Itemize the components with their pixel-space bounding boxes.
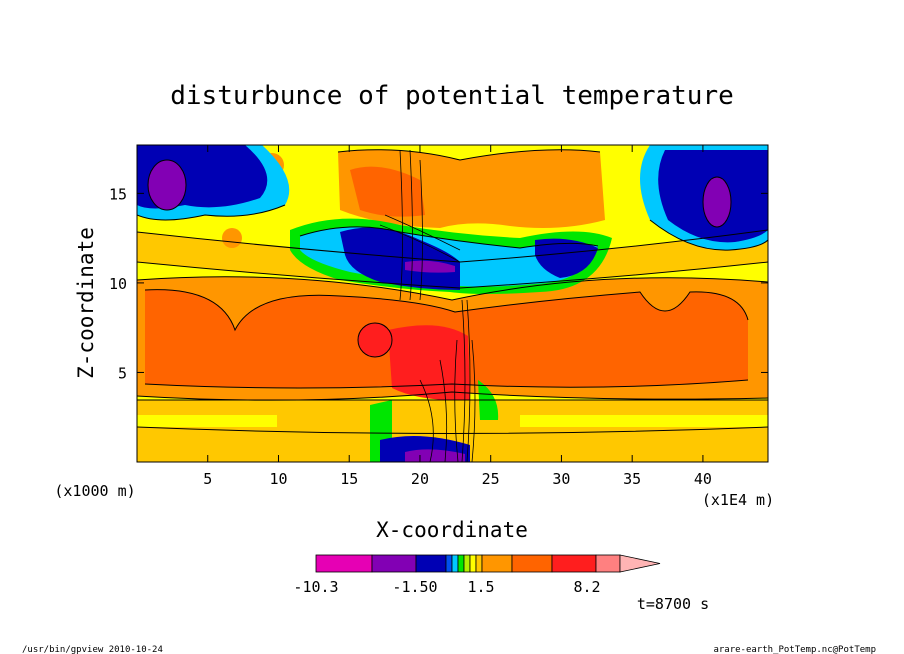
field-cold-right-core xyxy=(703,177,731,227)
colorbar-segment xyxy=(595,554,621,573)
field-hot-spot xyxy=(388,325,470,401)
colorbar-segment xyxy=(551,554,597,573)
x-tick-label: 5 xyxy=(203,470,212,488)
field-small-warm xyxy=(222,228,242,248)
chart-title: disturbunce of potential temperature xyxy=(170,81,734,111)
field-upper-warm-inner xyxy=(350,166,425,217)
colorbar-segment xyxy=(415,554,447,573)
x-tick-label: 25 xyxy=(482,470,500,488)
x-tick-label: 15 xyxy=(340,470,358,488)
colorbar-label: -1.50 xyxy=(392,578,437,596)
colorbar-arrow xyxy=(619,554,661,573)
y-tick-label: 10 xyxy=(109,275,127,293)
x-axis-ticks: 5 10 15 20 25 30 35 40 xyxy=(203,145,712,488)
field-band-upper xyxy=(137,230,768,288)
colorbar-segment xyxy=(445,554,453,573)
colorbar-segment xyxy=(371,554,417,573)
field-hot-bubble xyxy=(358,323,392,357)
x-unit-right: (x1E4 m) xyxy=(702,491,774,509)
x-tick-label: 10 xyxy=(269,470,287,488)
x-tick-label: 35 xyxy=(623,470,641,488)
field-cold-center-purple xyxy=(405,260,455,273)
colorbar-label: -10.3 xyxy=(293,578,338,596)
y-axis-label: Z-coordinate xyxy=(74,227,98,379)
x-tick-label: 40 xyxy=(694,470,712,488)
x-unit-left: (x1000 m) xyxy=(54,482,135,500)
plot-frame xyxy=(136,144,769,463)
colorbar-segment xyxy=(475,554,483,573)
x-tick-label: 20 xyxy=(411,470,429,488)
y-tick-label: 5 xyxy=(118,364,127,382)
footer-left: /usr/bin/gpview 2010-10-24 xyxy=(22,645,163,654)
field-lower-yellow-2 xyxy=(520,415,768,427)
dense-contours xyxy=(379,149,476,462)
colorbar-segment xyxy=(511,554,553,573)
colorbar xyxy=(315,554,661,573)
y-axis-ticks: 5 10 15 xyxy=(109,185,768,382)
colorbar-segment xyxy=(469,554,477,573)
colorbar-label: 8.2 xyxy=(573,578,600,596)
footer-right: arare-earth_PotTemp.nc@PotTemp xyxy=(713,645,876,654)
colorbar-labels: -10.3 -1.50 1.5 8.2 xyxy=(293,578,600,596)
colorbar-segment xyxy=(463,554,471,573)
colorbar-segment xyxy=(315,554,373,573)
colorbar-segment xyxy=(457,554,465,573)
field-lower-yellow-1 xyxy=(137,415,277,427)
colorbar-segment xyxy=(481,554,513,573)
colorbar-segment xyxy=(451,554,459,573)
field-cold-left-core xyxy=(148,160,186,210)
time-label: t=8700 s xyxy=(637,595,709,613)
field-cold-center-blue xyxy=(340,227,460,290)
x-tick-label: 30 xyxy=(552,470,570,488)
field-cold-center-right xyxy=(535,238,598,278)
x-axis-label: X-coordinate xyxy=(376,518,528,542)
plot-area xyxy=(137,145,768,462)
y-tick-label: 15 xyxy=(109,185,127,203)
colorbar-label: 1.5 xyxy=(467,578,494,596)
